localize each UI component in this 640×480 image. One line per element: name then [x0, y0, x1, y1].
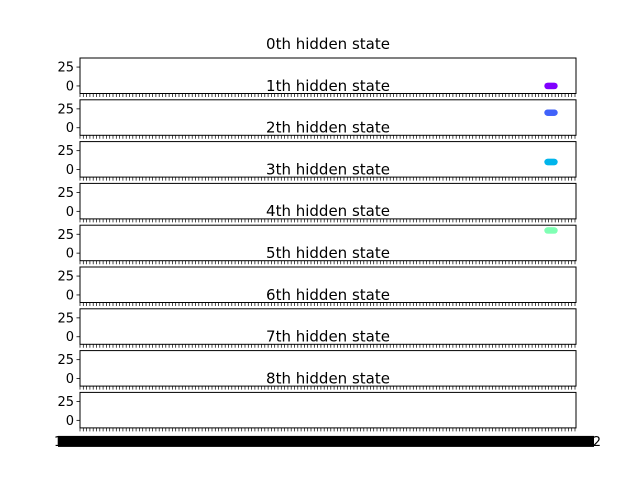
subplot-title: 4th hidden state: [266, 202, 390, 220]
y-tick-label: 0: [66, 330, 74, 345]
axes-frame: [79, 391, 577, 429]
data-point: [551, 82, 558, 90]
y-tick-label: 0: [66, 372, 74, 387]
y-tick-label: 0: [66, 79, 74, 94]
subplot-2: 25 0 2th hidden state: [57, 119, 577, 181]
y-tick-label: 0: [66, 163, 74, 178]
subplot-7: 25 0 7th hidden state: [57, 328, 577, 390]
y-tick-label: 25: [57, 61, 74, 76]
subplot-5: 25 0 5th hidden state: [57, 244, 577, 306]
subplot-8: 25 0 8th hidden state: [57, 369, 577, 432]
y-tick-label: 0: [66, 205, 74, 220]
subplot-title: 2th hidden state: [266, 119, 390, 137]
axes-frame: [79, 308, 577, 345]
subplot-title: 5th hidden state: [266, 244, 390, 262]
x-ticks: [79, 260, 576, 265]
axes-frame: [79, 350, 577, 387]
y-tick-label: 25: [57, 102, 74, 117]
subplot-title: 0th hidden state: [266, 35, 390, 53]
subplot-title: 3th hidden state: [266, 160, 390, 178]
axes-frame: [79, 182, 577, 220]
x-ticks: [79, 386, 576, 390]
subplot-title: 1th hidden state: [266, 77, 390, 95]
y-tick-label: 25: [57, 395, 74, 410]
subplot-title: 6th hidden state: [266, 286, 390, 304]
subplot-title: 8th hidden state: [266, 369, 390, 387]
x-ticks: [79, 427, 576, 432]
subplot-6: 25 0 6th hidden state: [57, 286, 577, 348]
data-point: [551, 109, 558, 116]
y-tick-label: 25: [57, 353, 74, 368]
x-tick-label-first: 1: [54, 435, 62, 450]
y-tick-label: 25: [57, 186, 74, 201]
axes-frame: [79, 224, 577, 262]
subplot-1: 25 0 1th hidden state: [57, 77, 577, 139]
axes-frame: [79, 99, 577, 136]
axes-frame: [79, 57, 577, 94]
y-tick-label: 0: [66, 414, 74, 429]
y-tick-label: 25: [57, 311, 74, 326]
x-ticks: [79, 218, 576, 223]
data-point: [551, 158, 558, 166]
y-tick-label: 25: [57, 270, 74, 285]
x-tick-label-overlap: [58, 435, 594, 447]
y-tick-label: 0: [66, 121, 74, 136]
y-tick-label: 0: [66, 247, 74, 262]
subplot-0: 25 0 0th hidden state: [57, 35, 577, 97]
axes-frame: [79, 141, 577, 178]
subplot-3: 25 0 3th hidden state: [57, 160, 577, 223]
y-tick-label: 0: [66, 288, 74, 303]
y-tick-label: 25: [57, 228, 74, 243]
x-ticks: [79, 302, 576, 306]
data-point: [551, 227, 558, 234]
x-ticks: [79, 344, 576, 348]
x-ticks: [79, 135, 576, 139]
axes-frame: [79, 266, 577, 303]
subplot-title: 7th hidden state: [266, 328, 390, 346]
x-ticks: [79, 93, 576, 97]
x-ticks: [79, 177, 576, 181]
x-tick-label-last: 2: [593, 435, 601, 450]
y-tick-label: 25: [57, 144, 74, 159]
subplot-4: 25 0 4th hidden state: [57, 202, 577, 265]
